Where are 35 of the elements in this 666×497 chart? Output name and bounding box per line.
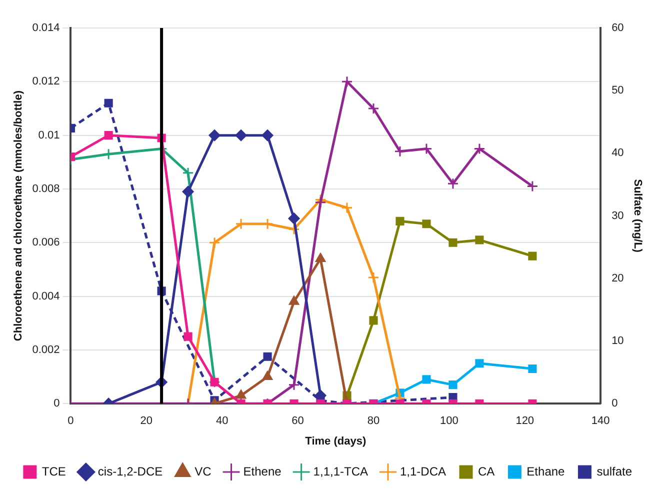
legend-label: 1,1-DCA [400,464,446,478]
x-tick-label: 0 [68,415,74,428]
y2-tick-label: 10 [612,335,624,348]
x-tick-label: 100 [440,415,458,428]
y-tick-label: 0.006 [32,236,60,249]
y-axis-title: Chloroethene and chloroethane (mmoles/bottle) [12,90,25,342]
y2-tick-label: 30 [612,210,624,222]
y2-axis-title: Sulfate (mg/L) [631,179,644,253]
x-tick-label: 20 [140,415,153,428]
y-tick-label: 0.004 [32,290,60,302]
x-tick-label: 80 [367,415,380,428]
legend-label: CA [478,464,495,478]
y-tick-label: 0 [54,398,60,410]
legend-label: 1,1,1-TCA [313,464,368,478]
x-tick-label: 140 [591,415,610,428]
legend-label: VC [194,464,212,478]
x-tick-label: 120 [516,415,534,428]
x-tick-label: 40 [216,415,228,428]
legend-label: Ethene [243,464,282,478]
y2-tick-label: 60 [612,22,624,34]
x-axis-title: Time (days) [305,435,366,448]
y2-tick-label: 40 [612,147,624,160]
y2-tick-label: 50 [612,84,624,97]
legend-label: sulfate [596,464,632,478]
y-tick-label: 0.008 [32,183,60,196]
x-tick-label: 60 [292,415,304,428]
legend-label: cis-1,2-DCE [98,464,163,478]
y-tick-label: 0.01 [38,129,60,142]
y2-tick-label: 20 [612,272,624,284]
legend-label: Ethane [526,464,566,478]
y-tick-label: 0.012 [32,76,60,88]
legend-label: TCE [42,464,66,478]
y-tick-label: 0.014 [32,22,60,34]
y-tick-label: 0.002 [32,344,60,356]
y2-tick-label: 0 [612,398,618,410]
